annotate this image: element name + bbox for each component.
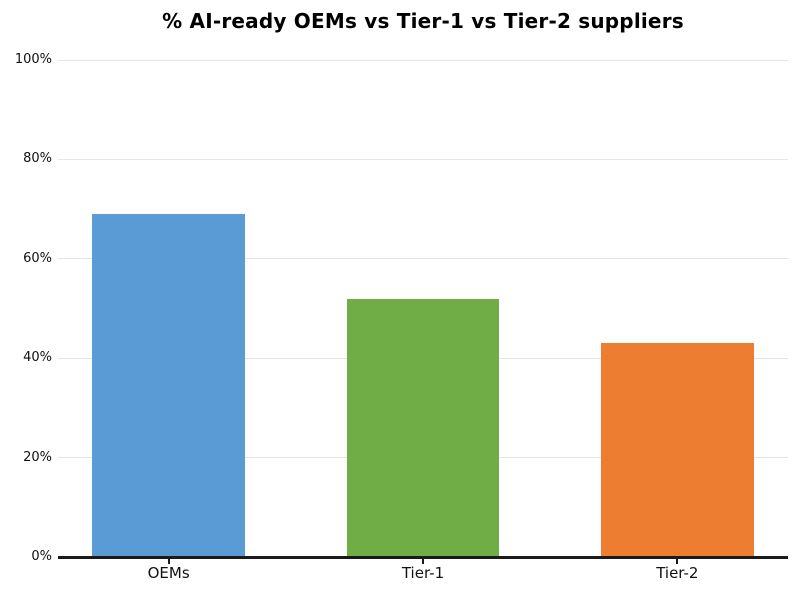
bar-tier-2 xyxy=(601,343,754,557)
chart-title: % AI-ready OEMs vs Tier-1 vs Tier-2 supp… xyxy=(162,9,684,33)
y-tick-label: 80% xyxy=(23,151,52,167)
x-tick-label: Tier-1 xyxy=(401,564,445,582)
bar-oems xyxy=(92,214,245,557)
gridline xyxy=(58,158,788,160)
x-tick xyxy=(676,558,679,564)
y-tick-label: 40% xyxy=(23,350,52,366)
x-axis-line xyxy=(58,556,788,559)
y-tick-label: 100% xyxy=(14,52,52,67)
gridline xyxy=(58,258,788,260)
x-tick xyxy=(422,558,424,564)
gridline xyxy=(58,59,788,61)
x-tick-label: Tier-2 xyxy=(656,564,699,582)
x-tick-label: OEMs xyxy=(147,564,190,582)
x-tick xyxy=(167,558,170,564)
y-tick-label: 60% xyxy=(23,250,52,266)
bar-tier-1 xyxy=(346,298,500,557)
y-tick-label: 0% xyxy=(31,549,52,564)
y-tick-label: 20% xyxy=(23,449,52,465)
